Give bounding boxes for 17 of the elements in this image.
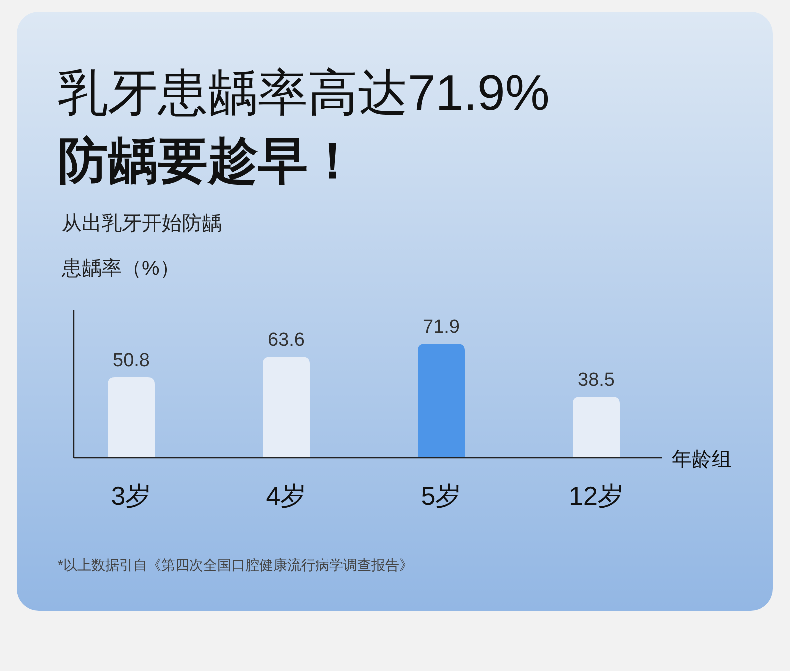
data-label: 38.5 [578,370,615,391]
data-label: 71.9 [423,317,460,338]
bar [418,344,465,458]
chart-subtitle: 从出乳牙开始防龋 [62,213,222,235]
bar [263,357,310,458]
x-tick-label: 3岁 [111,481,152,511]
x-axis-title: 年龄组 [672,449,732,471]
y-axis-title: 患龋率（%） [61,258,180,280]
x-tick-label: 12岁 [569,481,624,511]
x-tick-label: 4岁 [266,481,307,511]
data-label: 50.8 [113,350,150,372]
bar [573,396,620,458]
chart-title: 乳牙患龋率高达71.9% 防龋要趁早！ [58,65,550,189]
text: *以上数据引自《第四次全国口腔健康流行病学调查报告》 [58,557,414,573]
data-label: 63.6 [268,330,305,352]
x-tick-label: 5岁 [421,481,462,511]
bar [108,377,155,458]
